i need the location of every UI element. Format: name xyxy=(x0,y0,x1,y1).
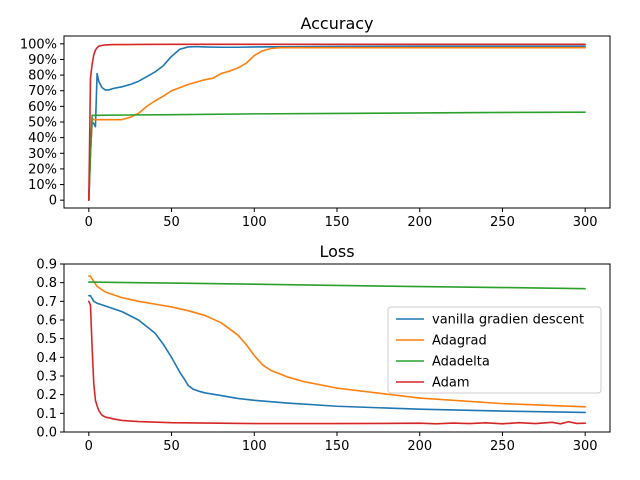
x-tick-label: 150 xyxy=(325,215,350,230)
series-line-adadelta xyxy=(88,111,586,201)
x-tick-label: 50 xyxy=(163,215,180,230)
chart-title: Accuracy xyxy=(300,14,373,33)
series-line-adam xyxy=(88,300,586,425)
x-tick-label: 200 xyxy=(407,215,432,230)
x-tick-label: 300 xyxy=(573,215,598,230)
x-tick-label: 0 xyxy=(85,215,93,230)
y-tick-label: 0.8 xyxy=(36,276,57,291)
y-tick-label: 10% xyxy=(28,178,57,193)
axes-frame xyxy=(63,35,611,209)
y-tick-label: 30% xyxy=(28,147,57,162)
y-tick-label: 0.2 xyxy=(36,388,57,403)
series-group xyxy=(88,275,586,425)
y-tick-label: 40% xyxy=(28,131,57,146)
x-tick-label: 0 xyxy=(85,439,93,454)
y-tick-label: 0.0 xyxy=(36,426,57,441)
series-line-vanilla xyxy=(88,45,586,201)
y-tick-label: 0.6 xyxy=(36,314,57,329)
y-tick-label: 90% xyxy=(28,53,57,68)
legend-label: Adadelta xyxy=(432,355,490,370)
legend: vanilla gradien descent Adagrad Adadelta Ad… xyxy=(387,306,602,394)
x-tick-label: 100 xyxy=(242,439,267,454)
legend-label: Adam xyxy=(432,376,470,391)
x-tick-label: 150 xyxy=(325,439,350,454)
x-tick-label: 100 xyxy=(242,215,267,230)
y-tick-label: 0.7 xyxy=(36,295,57,310)
y-tick-label: 0.3 xyxy=(36,370,57,385)
series-line-vanilla xyxy=(88,294,586,414)
y-tick-label: 0.4 xyxy=(36,351,57,366)
series-line-adagrad xyxy=(88,46,586,201)
series-line-adadelta xyxy=(88,281,586,290)
legend-label: Adagrad xyxy=(432,334,487,349)
y-tick-label: 50% xyxy=(28,116,57,131)
series-line-adagrad xyxy=(88,275,586,408)
legend-box xyxy=(387,306,602,394)
legend-label: vanilla gradien descent xyxy=(432,313,584,328)
y-tick-label: 0.5 xyxy=(36,332,57,347)
y-tick-label: 100% xyxy=(20,37,57,52)
x-tick-label: 300 xyxy=(573,439,598,454)
y-tick-label: 20% xyxy=(28,162,57,177)
x-tick-label: 250 xyxy=(490,215,515,230)
chart-title: Loss xyxy=(319,242,354,261)
x-tick-label: 200 xyxy=(407,439,432,454)
series-group xyxy=(88,43,586,201)
y-tick-label: 80% xyxy=(28,69,57,84)
y-tick-label: 60% xyxy=(28,100,57,115)
loss-chart: Loss 0 50 100 150 200 250 300 0.0 0.1 0.2 0.3 0.4 0.5… xyxy=(36,242,611,454)
y-tick-label: 0.1 xyxy=(36,407,57,422)
x-tick-label: 50 xyxy=(163,439,180,454)
y-tick-label: 70% xyxy=(28,84,57,99)
y-tick-label: 0 xyxy=(49,194,57,209)
y-tick-label: 0.9 xyxy=(36,258,57,273)
x-tick-label: 250 xyxy=(490,439,515,454)
series-line-adam xyxy=(88,43,586,201)
